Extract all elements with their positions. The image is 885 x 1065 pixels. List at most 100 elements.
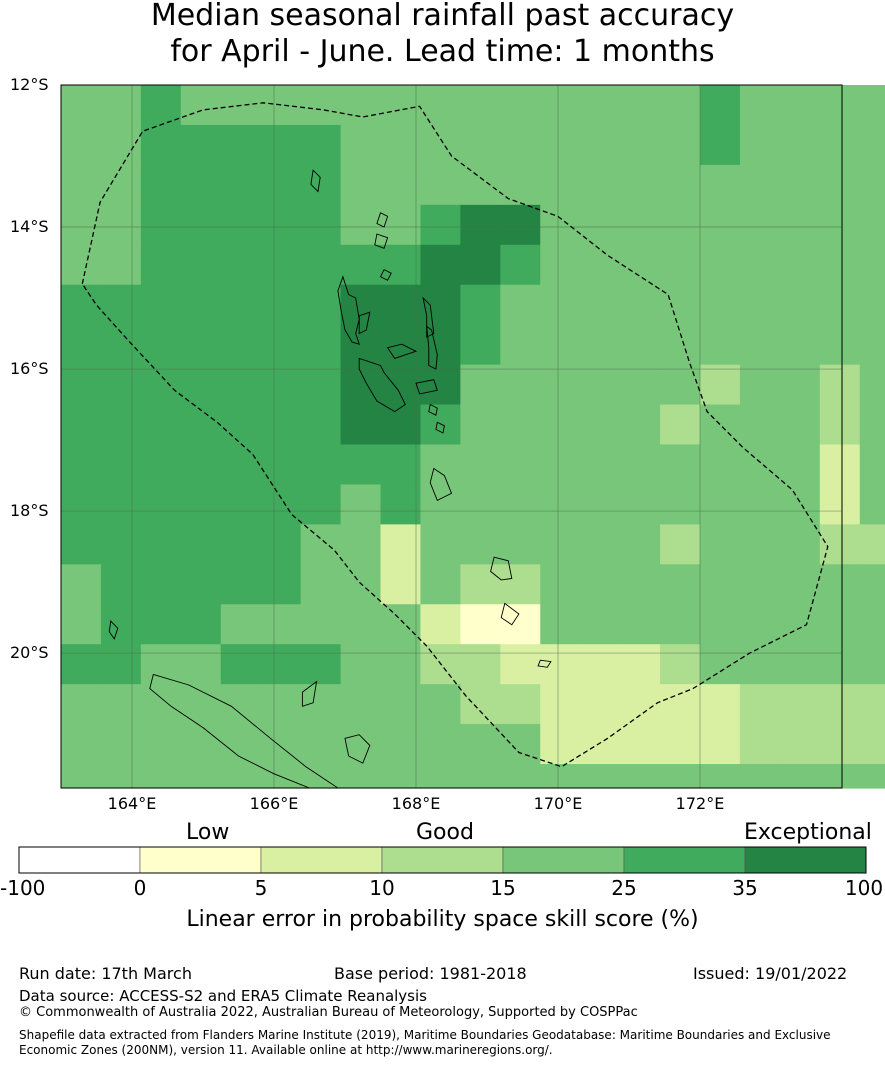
island-outline [422,296,435,338]
grid-cell [620,764,661,789]
grid-cell [500,324,541,366]
grid-cell [859,85,885,126]
island-outline [310,169,321,193]
grid-cell [500,524,541,565]
grid-cell [340,124,382,166]
grid-cell [660,364,701,406]
grid-cell [220,204,262,246]
grid-cell [620,204,661,246]
grid-cell [819,444,861,486]
grid-cell [739,364,781,406]
grid-cell [100,324,142,366]
grid-cell [500,364,541,406]
grid-cell [340,764,382,789]
grid-cell [819,524,861,565]
colorbar-bin [139,846,262,874]
grid-cell [460,364,501,406]
base-period: Base period: 1981-2018 [334,964,527,983]
grid-cell [779,244,821,286]
grid-cell [100,404,142,446]
grid-cell [739,164,781,206]
grid-cell [859,324,885,366]
grid-cell [859,404,885,446]
longitude-tick-label: 168°E [391,794,441,813]
grid-cell [420,444,461,486]
grid-cell [180,164,222,206]
grid-cell [140,204,182,246]
grid-cell [100,204,142,246]
grid-cell [380,764,422,789]
grid-cell [61,764,102,789]
grid-cell [859,444,885,486]
grid-cell [260,324,302,366]
grid-cell [380,564,422,605]
map-frame [60,84,843,789]
latitude-tick-label: 18°S [10,501,49,521]
grid-cell [779,284,821,326]
grid-cell [140,644,182,685]
issued-date: Issued: 19/01/2022 [693,964,848,983]
grid-cell [779,444,821,486]
colorbar-tick-label: 35 [732,876,758,900]
colorbar-bin [502,846,625,874]
grid-cell [420,244,461,286]
grid-cell [859,124,885,166]
grid-cell [739,524,781,565]
grid-cell [180,444,222,486]
grid-cell [180,684,222,725]
grid-cell [739,644,781,685]
grid-cell [660,284,701,326]
island-outline [108,620,119,640]
colorbar-bin [18,846,141,874]
colorbar-tick-label: 100 [844,876,884,900]
grid-cell [739,684,781,725]
grid-cell [700,564,741,605]
grid-cell [380,604,422,645]
grid-cell [739,404,781,446]
grid-cell [859,604,885,645]
grid-cell [580,364,621,406]
grid-cell [100,244,142,286]
grid-cell [580,284,621,326]
grid-cell [61,684,102,725]
grid-cell [180,724,222,765]
grid-cell [660,124,701,166]
grid-cell [140,524,182,565]
grid-cell [620,284,661,326]
grid-cell [779,604,821,645]
run-date: Run date: 17th March [19,964,192,983]
grid-cell [140,484,182,525]
grid-cell [220,524,262,565]
grid-cell [620,564,661,605]
grid-cell [340,244,382,286]
grid-cell [180,764,222,789]
grid-cell [340,404,382,446]
grid-cell [220,284,262,326]
grid-cell [700,284,741,326]
grid-cell [220,644,262,685]
grid-cell [380,484,422,525]
grid-cell [500,124,541,166]
grid-cell [180,204,222,246]
grid-cell [340,284,382,326]
grid-cell [340,524,382,565]
grid-cell [500,604,541,645]
grid-cell [739,244,781,286]
grid-cell [380,244,422,286]
grid-cell [620,85,661,126]
grid-cell [300,244,342,286]
grid-cell [340,644,382,685]
grid-cell [700,524,741,565]
grid-cell [300,124,342,166]
island-outline [500,602,520,626]
grid-cell [819,604,861,645]
grid-cell [779,404,821,446]
grid-cell [660,604,701,645]
latitude-tick-label: 20°S [10,643,49,663]
grid-cell [660,164,701,206]
grid-cell [700,85,741,126]
grid-cell [260,644,302,685]
grid-cell [540,564,581,605]
grid-cell [420,764,461,789]
colorbar-bin [381,846,504,874]
